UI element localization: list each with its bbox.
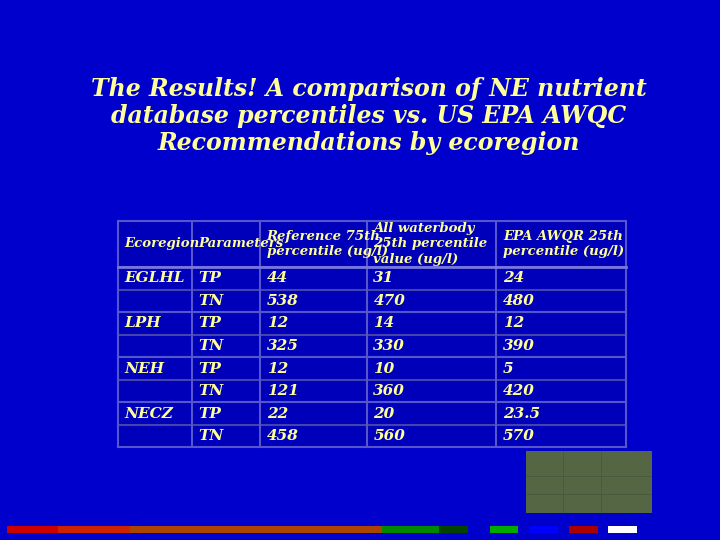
Text: All waterbody
25th percentile
value (ug/l): All waterbody 25th percentile value (ug/… — [374, 222, 487, 266]
Text: TN: TN — [198, 384, 224, 398]
Text: TP: TP — [198, 316, 221, 330]
Text: 121: 121 — [267, 384, 299, 398]
Text: 330: 330 — [374, 339, 405, 353]
Text: EGLHL: EGLHL — [125, 272, 185, 286]
Text: The Results! A comparison of NE nutrient: The Results! A comparison of NE nutrient — [91, 77, 647, 102]
Text: 23.5: 23.5 — [503, 407, 540, 421]
Text: 12: 12 — [503, 316, 524, 330]
Text: Recommendations by ecoregion: Recommendations by ecoregion — [158, 131, 580, 156]
Text: 14: 14 — [374, 316, 395, 330]
Text: 420: 420 — [503, 384, 535, 398]
Text: 560: 560 — [374, 429, 405, 443]
Text: TP: TP — [198, 272, 221, 286]
Text: 570: 570 — [503, 429, 535, 443]
Text: 5: 5 — [503, 361, 513, 375]
Text: 390: 390 — [503, 339, 535, 353]
Text: 24: 24 — [503, 272, 524, 286]
Bar — [118, 221, 626, 447]
Text: 10: 10 — [374, 361, 395, 375]
Text: NEH: NEH — [125, 361, 165, 375]
Text: Parameters: Parameters — [198, 238, 284, 251]
Text: database percentiles vs. US EPA AWQC: database percentiles vs. US EPA AWQC — [112, 104, 626, 129]
Text: 325: 325 — [267, 339, 299, 353]
Text: TP: TP — [198, 407, 221, 421]
Text: 360: 360 — [374, 384, 405, 398]
Text: 12: 12 — [267, 361, 288, 375]
Text: 22: 22 — [267, 407, 288, 421]
Text: 20: 20 — [374, 407, 395, 421]
Text: TN: TN — [198, 429, 224, 443]
Text: NECZ: NECZ — [125, 407, 174, 421]
Text: 480: 480 — [503, 294, 535, 308]
Text: 458: 458 — [267, 429, 299, 443]
Text: Reference 75th
percentile (ug/l): Reference 75th percentile (ug/l) — [267, 230, 388, 258]
Text: Ecoregion: Ecoregion — [125, 238, 200, 251]
Text: EPA AWQR 25th
percentile (ug/l): EPA AWQR 25th percentile (ug/l) — [503, 230, 624, 258]
Text: TP: TP — [198, 361, 221, 375]
Text: 31: 31 — [374, 272, 395, 286]
Text: 12: 12 — [267, 316, 288, 330]
Text: TN: TN — [198, 294, 224, 308]
Text: 44: 44 — [267, 272, 288, 286]
Text: LPH: LPH — [125, 316, 161, 330]
Text: TN: TN — [198, 339, 224, 353]
Text: 538: 538 — [267, 294, 299, 308]
Text: 470: 470 — [374, 294, 405, 308]
